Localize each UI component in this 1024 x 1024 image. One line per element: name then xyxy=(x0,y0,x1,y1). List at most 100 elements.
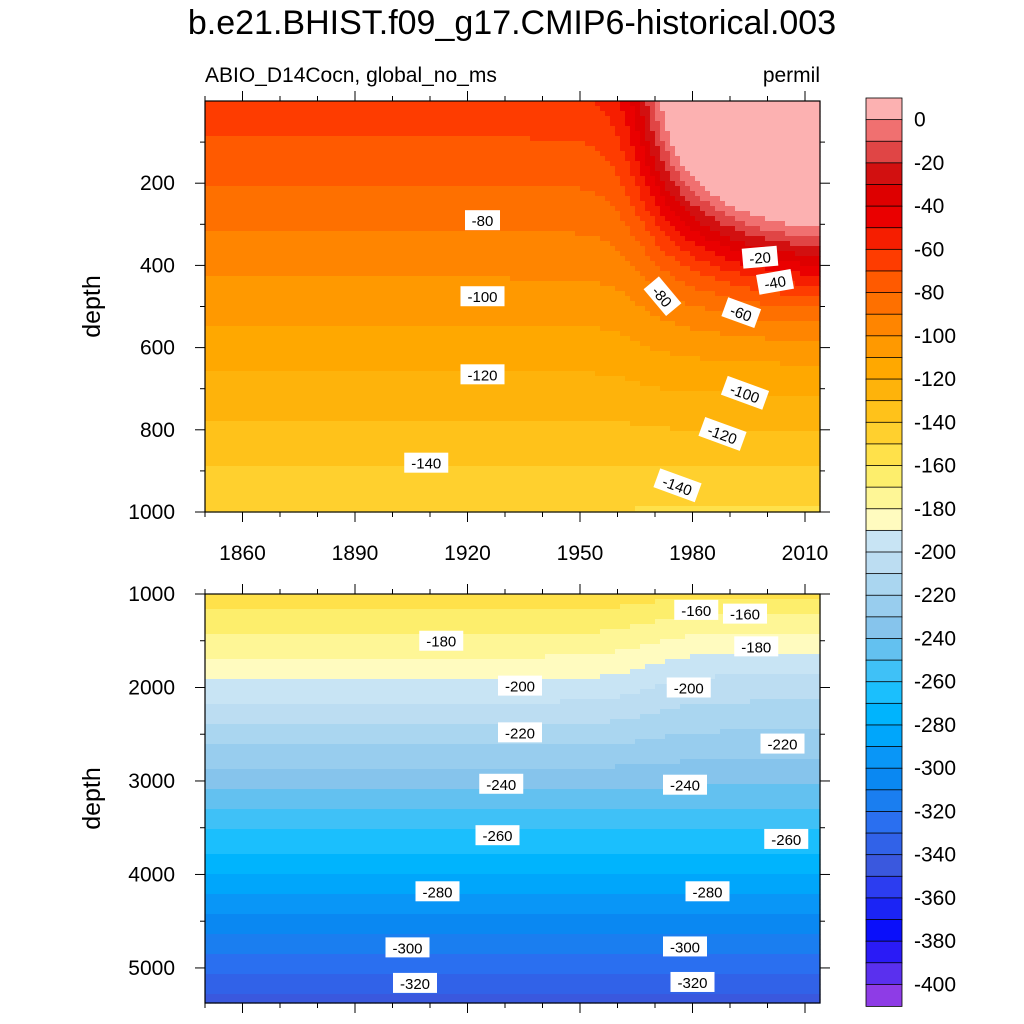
field-cell xyxy=(205,246,211,252)
field-cell xyxy=(395,261,401,267)
field-cell xyxy=(710,201,716,207)
field-cell xyxy=(805,221,811,227)
field-cell xyxy=(500,166,506,172)
field-cell xyxy=(785,126,791,132)
field-cell xyxy=(330,111,336,117)
field-cell xyxy=(805,251,811,257)
field-cell xyxy=(725,271,731,277)
field-cell xyxy=(670,116,676,122)
field-cell xyxy=(390,191,396,197)
field-cell xyxy=(325,296,331,302)
field-cell xyxy=(680,251,686,257)
field-cell xyxy=(780,166,786,172)
field-cell xyxy=(285,111,291,117)
field-cell xyxy=(570,136,576,142)
field-cell xyxy=(640,186,646,192)
field-cell xyxy=(775,246,781,252)
field-cell xyxy=(365,236,371,242)
field-cell xyxy=(440,196,446,202)
field-cell xyxy=(365,246,371,252)
field-cell xyxy=(510,296,516,302)
field-cell xyxy=(605,201,611,207)
field-cell xyxy=(340,176,346,182)
field-cell xyxy=(620,221,626,227)
field-cell xyxy=(590,251,596,257)
field-cell xyxy=(405,216,411,222)
field-cell xyxy=(540,191,546,197)
field-cell xyxy=(520,181,526,187)
field-cell xyxy=(415,146,421,152)
field-cell xyxy=(700,201,706,207)
field-cell xyxy=(310,246,316,252)
field-cell xyxy=(430,261,436,267)
field-cell xyxy=(225,206,231,212)
field-cell xyxy=(385,246,391,252)
field-cell xyxy=(500,206,506,212)
field-cell xyxy=(220,286,226,292)
field-cell xyxy=(470,161,476,167)
field-cell xyxy=(580,176,586,182)
field-cell xyxy=(290,271,296,277)
field-cell xyxy=(315,216,321,222)
field-cell xyxy=(795,151,801,157)
field-cell xyxy=(455,156,461,162)
field-cell xyxy=(665,281,671,287)
field-cell xyxy=(315,116,321,122)
field-cell xyxy=(660,101,666,107)
field-cell xyxy=(595,201,601,207)
field-cell xyxy=(725,231,731,237)
field-cell xyxy=(290,191,296,197)
field-cell xyxy=(680,236,686,242)
field-cell xyxy=(615,156,621,162)
field-cell xyxy=(310,101,316,107)
field-cell xyxy=(325,151,331,157)
field-cell xyxy=(710,211,716,217)
field-cell xyxy=(265,196,271,202)
field-cell xyxy=(740,191,746,197)
field-cell xyxy=(570,196,576,202)
field-cell xyxy=(675,246,681,252)
field-cell xyxy=(490,106,496,112)
field-cell xyxy=(590,176,596,182)
field-cell xyxy=(640,136,646,142)
field-cell xyxy=(785,106,791,112)
field-cell xyxy=(565,266,571,272)
field-cell xyxy=(755,116,761,122)
field-cell xyxy=(620,251,626,257)
field-cell xyxy=(615,286,621,292)
field-cell xyxy=(300,181,306,187)
field-cell xyxy=(575,181,581,187)
field-cell xyxy=(500,271,506,277)
field-cell xyxy=(450,171,456,177)
field-cell xyxy=(810,281,816,287)
field-cell xyxy=(215,186,221,192)
field-cell xyxy=(555,226,561,232)
field-cell xyxy=(270,131,276,137)
field-cell xyxy=(330,126,336,132)
field-cell xyxy=(365,216,371,222)
field-cell xyxy=(420,191,426,197)
field-cell xyxy=(480,146,486,152)
field-cell xyxy=(485,141,491,147)
field-cell xyxy=(525,201,531,207)
field-cell xyxy=(395,266,401,272)
field-cell xyxy=(260,206,266,212)
field-cell xyxy=(815,151,821,157)
field-cell xyxy=(610,146,616,152)
field-cell xyxy=(435,286,441,292)
field-cell xyxy=(715,261,721,267)
field-cell xyxy=(380,236,386,242)
field-cell xyxy=(655,216,661,222)
field-cell xyxy=(220,271,226,277)
field-cell xyxy=(380,176,386,182)
field-cell xyxy=(410,241,416,247)
field-cell xyxy=(205,256,211,262)
field-cell xyxy=(640,111,646,117)
field-cell xyxy=(615,141,621,147)
field-cell xyxy=(660,166,666,172)
field-cell xyxy=(535,101,541,107)
field-cell xyxy=(480,196,486,202)
field-cell xyxy=(295,171,301,177)
field-cell xyxy=(445,276,451,282)
field-cell xyxy=(745,286,751,292)
